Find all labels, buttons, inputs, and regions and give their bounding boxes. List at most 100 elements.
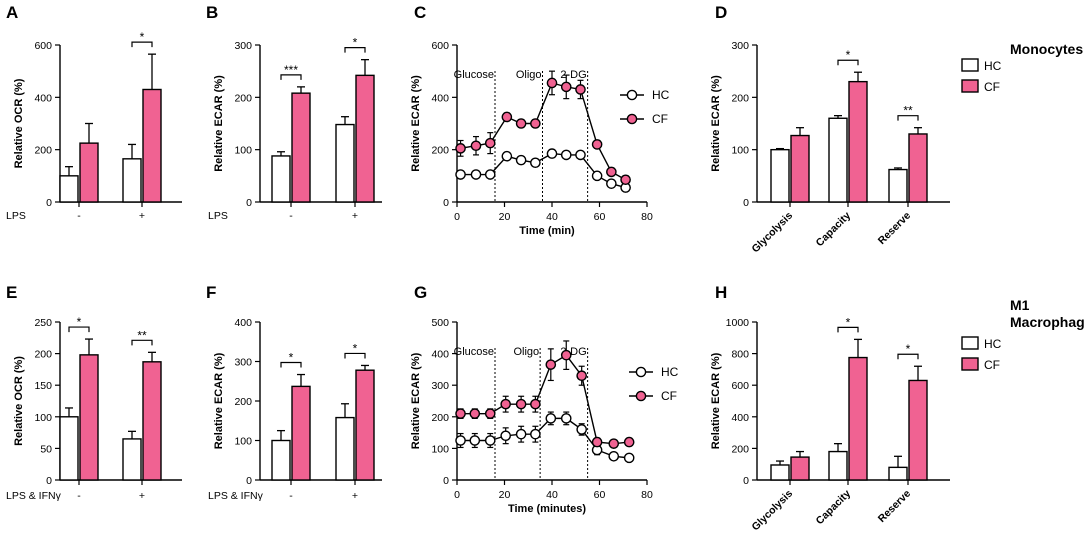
point-hc [530, 157, 541, 169]
bar-cf [142, 361, 162, 481]
point-hc [560, 413, 572, 424]
series-line-hc [460, 152, 626, 189]
point-cf [530, 398, 541, 410]
legend-marker-hc [626, 89, 638, 101]
bar-hc [770, 464, 790, 481]
bar-hc [122, 438, 142, 481]
point-cf [560, 349, 572, 361]
legend-title: M1 [1010, 297, 1030, 313]
panel-label: E [6, 283, 17, 302]
bar-hc [770, 148, 790, 203]
bar-cf [142, 88, 162, 203]
bar-hc [335, 123, 355, 203]
point-hc [623, 452, 635, 464]
significance-marker: * [353, 36, 358, 50]
significance-marker: ** [137, 328, 147, 342]
bar-cf [790, 456, 810, 481]
legend-marker-cf [626, 113, 638, 125]
x-tick-label: 20 [499, 211, 511, 223]
bar-hc [888, 466, 908, 481]
point-cf [515, 118, 527, 129]
bar-cf [790, 134, 810, 203]
x-tick-label: - [289, 210, 293, 222]
y-tick-label: 100 [34, 412, 52, 424]
panel-F: F 0 100 200 300 400 Relative ECAR (%) - + LPS & I… [206, 283, 382, 502]
legend-swatch-hc [961, 336, 979, 350]
y-tick-label: 250 [34, 317, 52, 329]
panel-label: B [206, 3, 218, 22]
y-tick-label: 0 [443, 475, 449, 487]
x-tick-label: Capacity [814, 488, 854, 528]
x-tick-label: - [289, 490, 293, 502]
y-axis-label: Relative ECAR (%) [410, 75, 422, 172]
series-line-cf [460, 82, 626, 181]
significance-marker: * [77, 315, 82, 329]
bar-cf [79, 142, 99, 203]
bar-hc [271, 155, 291, 203]
legend-macrophages: M1Macrophages HC CF [961, 297, 1084, 372]
legend-label: CF [661, 389, 677, 403]
point-cf [455, 143, 466, 154]
point-hc [545, 413, 557, 424]
y-tick-label: 100 [234, 436, 252, 448]
panel-label: D [715, 3, 727, 22]
y-tick-label: 600 [431, 40, 449, 52]
significance-marker: * [846, 315, 851, 329]
point-hc [455, 169, 466, 180]
series-line-cf [460, 354, 630, 445]
panel-C: C 0 200 400 600 Relative ECAR (%) 0 20 40 60 80 Tim… [410, 3, 670, 237]
point-hc [484, 435, 496, 446]
y-tick-label: 0 [46, 197, 52, 209]
x-tick-label: + [139, 210, 145, 222]
significance-bracket [837, 59, 859, 66]
injection-label: Glucose [454, 346, 494, 358]
x-tick-label: 20 [499, 489, 511, 501]
y-tick-label: 300 [234, 40, 252, 52]
panel-label: C [414, 3, 426, 22]
y-tick-label: 100 [431, 443, 449, 455]
point-hc [608, 450, 620, 462]
significance-marker: ** [903, 104, 913, 118]
point-cf [484, 137, 496, 149]
condition-label: LPS & IFNγ [208, 490, 264, 502]
injection-label: Oligo [513, 346, 539, 358]
y-tick-label: 200 [234, 396, 252, 408]
bar-hc [888, 168, 908, 203]
point-hc [591, 170, 603, 182]
x-tick-label: + [139, 490, 145, 502]
point-hc [469, 435, 481, 446]
point-hc [576, 424, 587, 435]
y-tick-label: 500 [431, 317, 449, 329]
y-axis-label: Relative OCR (%) [13, 78, 25, 168]
y-tick-label: 0 [743, 475, 749, 487]
significance-marker: * [353, 341, 358, 355]
point-cf [470, 140, 482, 152]
y-tick-label: 200 [431, 412, 449, 424]
x-tick-label: Reserve [876, 488, 913, 525]
point-hc [546, 148, 558, 159]
y-tick-label: 300 [731, 40, 749, 52]
significance-bracket [68, 326, 90, 333]
significance-marker: *** [284, 63, 298, 77]
bar-hc [122, 158, 142, 203]
significance-bracket [280, 74, 302, 80]
x-tick-label: - [77, 210, 81, 222]
x-tick-label: - [77, 490, 81, 502]
y-tick-label: 200 [34, 145, 52, 157]
y-axis-label: Relative OCR (%) [13, 356, 25, 446]
point-hc [455, 435, 466, 446]
point-hc [500, 430, 511, 442]
legend-label: CF [652, 112, 668, 126]
y-tick-label: 100 [234, 145, 252, 157]
panel-label: H [715, 283, 727, 302]
y-axis-label: Relative ECAR (%) [410, 352, 422, 449]
y-tick-label: 200 [431, 145, 449, 157]
x-tick-label: 80 [641, 489, 653, 501]
point-hc [515, 154, 527, 166]
y-tick-label: 400 [431, 349, 449, 361]
bar-cf [908, 133, 928, 203]
bar-cf [355, 369, 375, 481]
panel-label: G [414, 283, 427, 302]
x-axis-label: Time (minutes) [508, 503, 586, 515]
